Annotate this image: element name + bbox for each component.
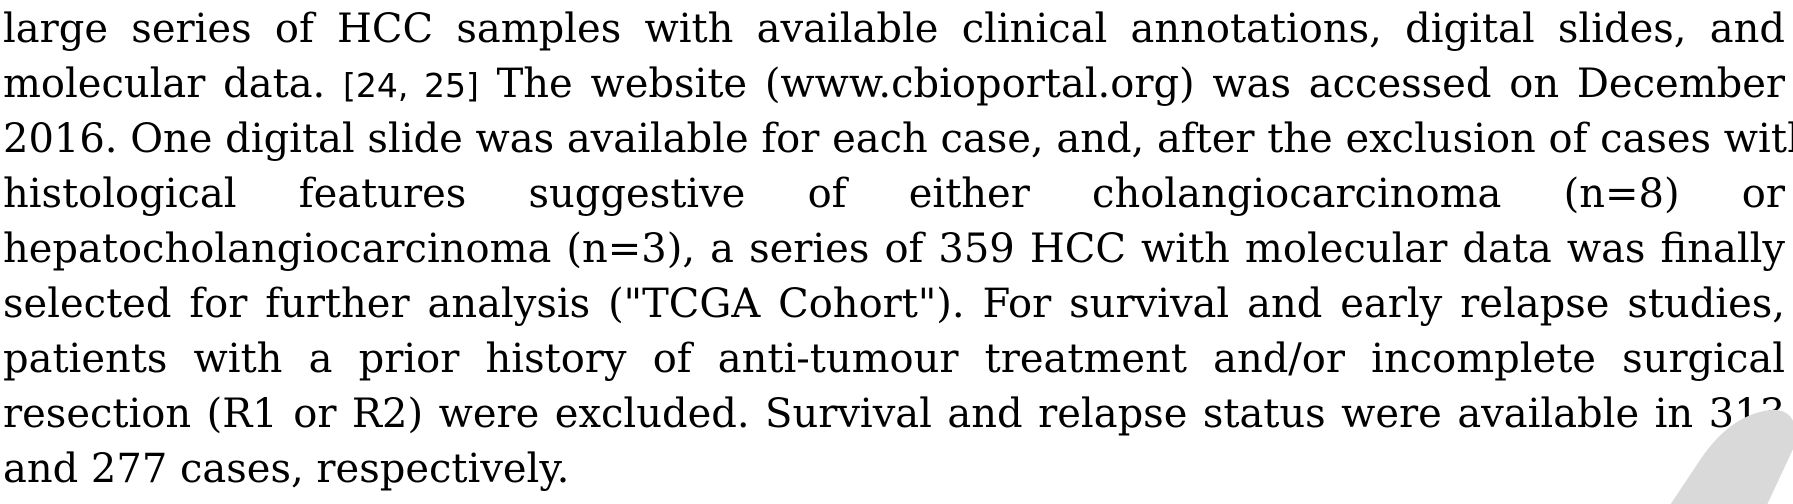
line-2-text-end: The website (www.cbioportal.org) was acc… [496, 61, 1785, 107]
paragraph-line-8: resection (R1 or R2) were excluded. Surv… [3, 391, 1785, 437]
paragraph-line-3: 2016. One digital slide was available fo… [3, 116, 1793, 162]
paragraph-line-5: hepatocholangiocarcinoma (n=3), a series… [3, 226, 1785, 272]
paragraph-line-4: histological features suggestive of eith… [3, 171, 1785, 217]
paragraph-line-6: selected for further analysis ("TCGA Coh… [3, 281, 1785, 327]
paragraph-line-9: and 277 cases, respectively. [3, 446, 570, 492]
paragraph-line-1: large series of HCC samples with availab… [3, 6, 1785, 52]
paragraph-line-2: molecular data. [24, 25] The website (ww… [3, 57, 1785, 112]
body-paragraph: large series of HCC samples with availab… [3, 2, 1793, 497]
line-2-text-start: molecular data. [3, 61, 326, 107]
paragraph-line-7: patients with a prior history of anti-tu… [3, 336, 1785, 382]
citation-reference: [24, 25] [343, 66, 479, 105]
